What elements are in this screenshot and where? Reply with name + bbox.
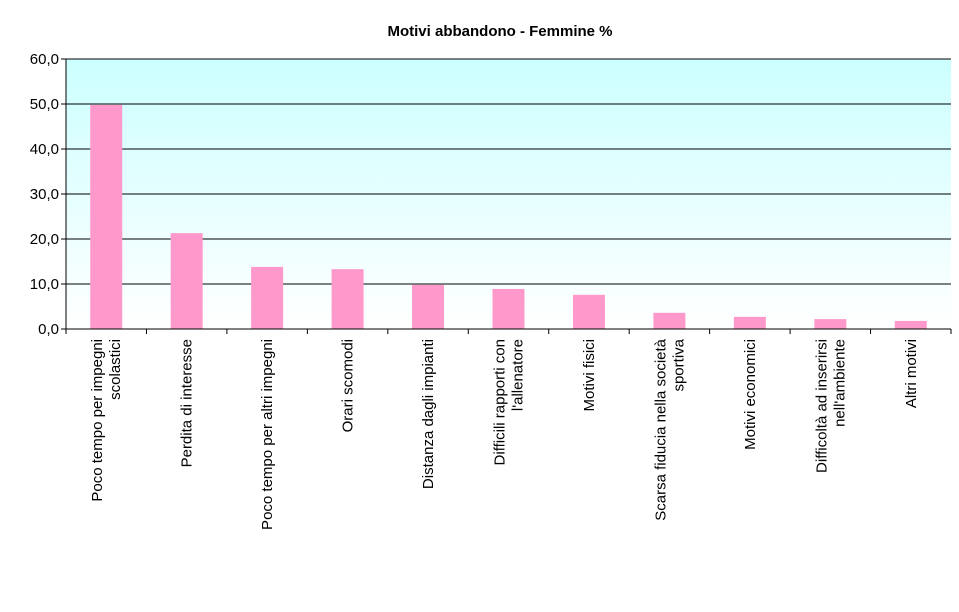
x-tick-label: Orari scomodi xyxy=(340,339,357,432)
x-tick-label: Motivi fisici xyxy=(581,339,598,412)
x-tick-label: Difficoltà ad inserirsinell'ambiente xyxy=(813,339,848,473)
x-tick-label: Difficili rapporti conl'allenatore xyxy=(492,339,527,465)
y-tick-label: 0,0 xyxy=(38,321,59,338)
label-line: Poco tempo per altri impegni xyxy=(259,339,276,530)
label-line: l'allenatore xyxy=(510,339,527,411)
label-line: Motivi economici xyxy=(742,339,759,450)
x-tick-label: Motivi economici xyxy=(742,339,759,450)
label-line: Poco tempo per impegni xyxy=(89,339,106,502)
bar xyxy=(251,266,284,329)
bar xyxy=(572,294,605,329)
y-tick-label: 60,0 xyxy=(30,51,59,68)
y-tick-label: 50,0 xyxy=(30,96,59,113)
label-line: Scarsa fiducia nella società xyxy=(652,338,669,520)
label-line: Perdita di interesse xyxy=(179,339,196,467)
label-line: Difficili rapporti con xyxy=(492,339,509,465)
label-line: sportiva xyxy=(670,338,687,391)
x-tick-label: Altri motivi xyxy=(903,339,920,408)
x-tick-label: Poco tempo per altri impegni xyxy=(259,339,276,530)
bar xyxy=(492,288,525,329)
label-line: Distanza dagli impianti xyxy=(420,339,437,489)
label-line: scolastici xyxy=(107,339,124,400)
bar xyxy=(331,269,364,329)
x-tick-label: Poco tempo per impegniscolastici xyxy=(89,339,124,502)
x-tick-label: Scarsa fiducia nella societàsportiva xyxy=(652,338,687,520)
y-tick-label: 20,0 xyxy=(30,231,59,248)
label-line: Motivi fisici xyxy=(581,339,598,412)
label-line: Altri motivi xyxy=(903,339,920,408)
y-tick-label: 10,0 xyxy=(30,276,59,293)
bar xyxy=(412,284,445,329)
x-tick-label: Distanza dagli impianti xyxy=(420,339,437,489)
label-line: Difficoltà ad inserirsi xyxy=(813,339,830,473)
bar xyxy=(90,104,123,330)
y-tick-label: 40,0 xyxy=(30,141,59,158)
bar xyxy=(894,320,927,329)
bar xyxy=(733,316,766,329)
bar xyxy=(814,319,847,329)
label-line: Orari scomodi xyxy=(340,339,357,432)
chart-title: Motivi abbandono - Femmine % xyxy=(387,23,612,40)
bar xyxy=(653,312,686,329)
label-line: nell'ambiente xyxy=(831,339,848,427)
bar xyxy=(170,233,203,329)
y-tick-label: 30,0 xyxy=(30,186,59,203)
x-tick-label: Perdita di interesse xyxy=(179,339,196,467)
